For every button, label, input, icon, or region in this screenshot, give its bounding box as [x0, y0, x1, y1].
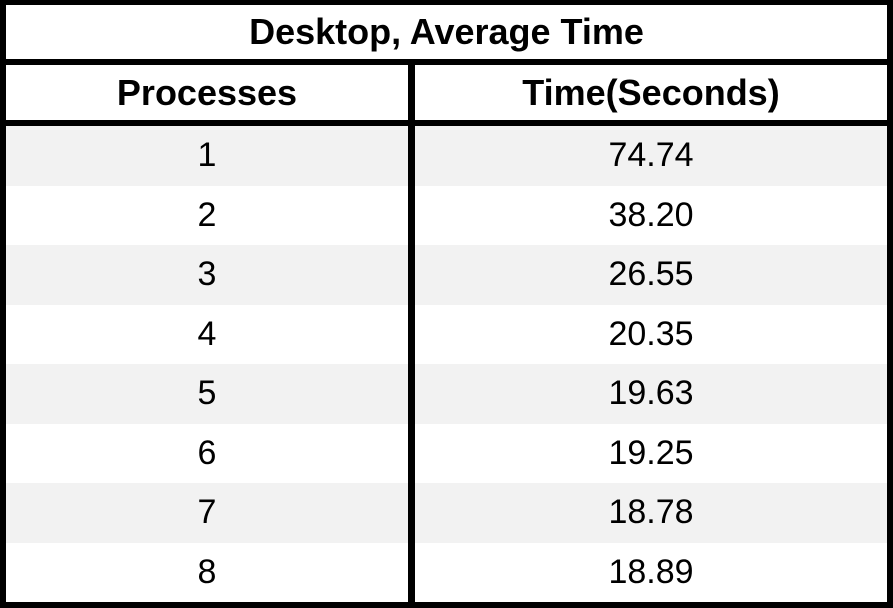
cell-processes: 4: [6, 304, 408, 364]
cell-time-seconds: 20.35: [415, 304, 887, 364]
cell-processes: 8: [6, 542, 408, 602]
cell-time-seconds: 19.25: [415, 423, 887, 483]
cell-time-seconds: 18.78: [415, 483, 887, 543]
table-row: 6 19.25: [6, 423, 887, 483]
cell-processes: 5: [6, 364, 408, 424]
cell-processes: 6: [6, 423, 408, 483]
cell-time-seconds: 18.89: [415, 542, 887, 602]
table-row: 3 26.55: [6, 245, 887, 305]
cell-time-seconds: 26.55: [415, 245, 887, 305]
column-header-time: Time(Seconds): [415, 65, 887, 120]
table-body: 1 74.74 2 38.20 3 26.55 4 20.35 5 19.63 6 19.25 7 18.…: [6, 126, 887, 602]
cell-processes: 7: [6, 483, 408, 543]
table-header-row: Processes Time(Seconds): [6, 65, 887, 120]
table-row: 8 18.89: [6, 542, 887, 602]
table-row: 7 18.78: [6, 483, 887, 543]
cell-time-seconds: 74.74: [415, 126, 887, 186]
cell-time-seconds: 38.20: [415, 185, 887, 245]
table-row: 1 74.74: [6, 126, 887, 186]
cell-processes: 1: [6, 126, 408, 186]
cell-processes: 2: [6, 185, 408, 245]
table-row: 5 19.63: [6, 364, 887, 424]
table-row: 4 20.35: [6, 304, 887, 364]
table-title: Desktop, Average Time: [6, 5, 887, 59]
column-header-processes: Processes: [6, 65, 408, 120]
cell-processes: 3: [6, 245, 408, 305]
table-row: 2 38.20: [6, 185, 887, 245]
cell-time-seconds: 19.63: [415, 364, 887, 424]
